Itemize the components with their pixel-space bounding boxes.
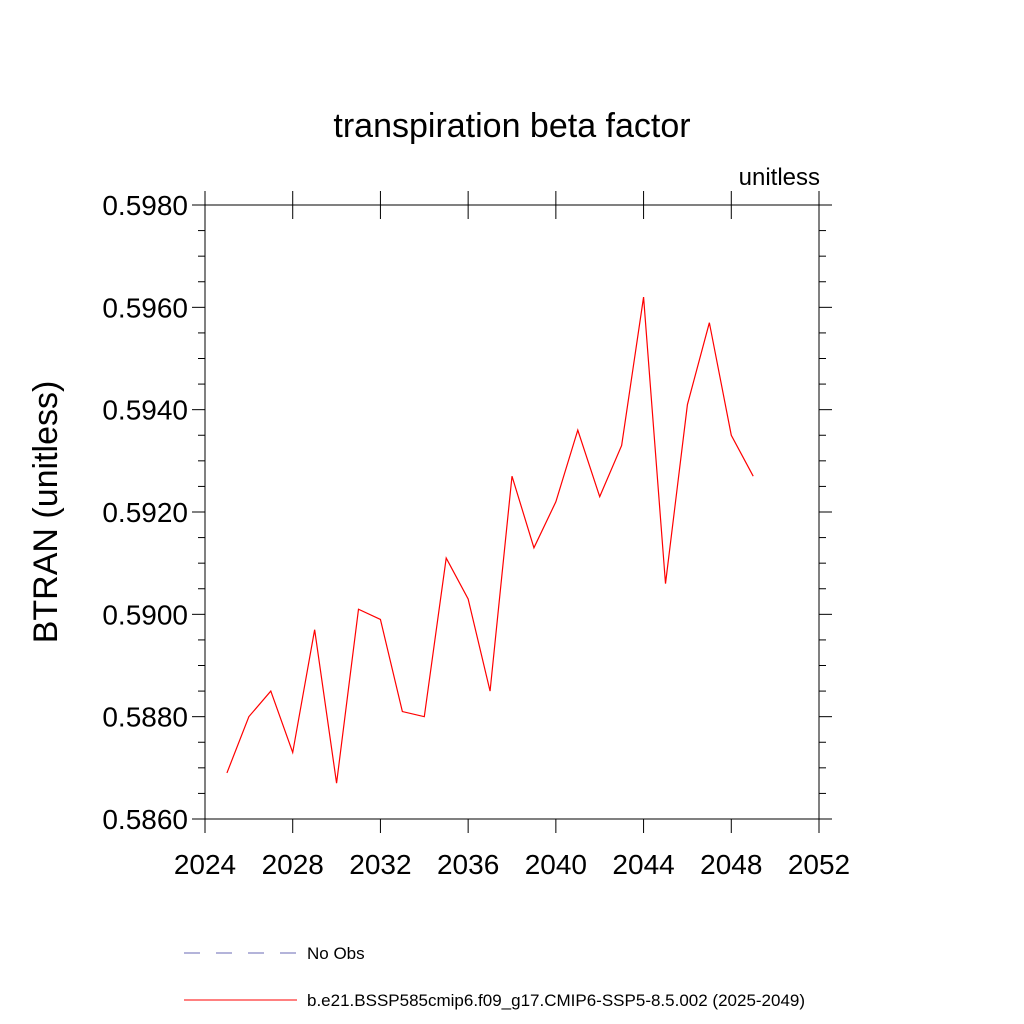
legend: No Obs b.e21.BSSP585cmip6.f09_g17.CMIP6-… <box>184 944 805 1010</box>
y-tick-label: 0.5920 <box>102 497 188 528</box>
x-tick-label: 2036 <box>437 849 499 880</box>
x-tick-label: 2032 <box>349 849 411 880</box>
x-tick-label: 2024 <box>174 849 236 880</box>
axis-ticks: 0.5860 0.5880 0.5900 0.5920 0.5940 0.5960 0.59… <box>102 190 850 880</box>
y-tick-label: 0.5880 <box>102 702 188 733</box>
x-tick-label: 2028 <box>262 849 324 880</box>
x-tick-label: 2048 <box>700 849 762 880</box>
series-layer <box>226 297 754 784</box>
y-tick-label: 0.5940 <box>102 395 188 426</box>
y-tick-label: 0.5900 <box>102 599 188 630</box>
x-tick-label: 2040 <box>525 849 587 880</box>
plot-frame <box>204 204 820 820</box>
x-tick-label: 2044 <box>612 849 674 880</box>
series-line <box>226 297 754 784</box>
units-label: unitless <box>739 164 820 191</box>
y-axis-label: BTRAN (unitless) <box>27 381 65 644</box>
y-tick-label: 0.5980 <box>102 190 188 221</box>
y-tick-label: 0.5960 <box>102 292 188 323</box>
y-tick-label: 0.5860 <box>102 804 188 835</box>
chart-title: transpiration beta factor <box>333 107 690 145</box>
legend-label-model-run: b.e21.BSSP585cmip6.f09_g17.CMIP6-SSP5-8.… <box>307 991 805 1010</box>
legend-label-no-obs: No Obs <box>307 944 365 963</box>
x-tick-label: 2052 <box>788 849 850 880</box>
